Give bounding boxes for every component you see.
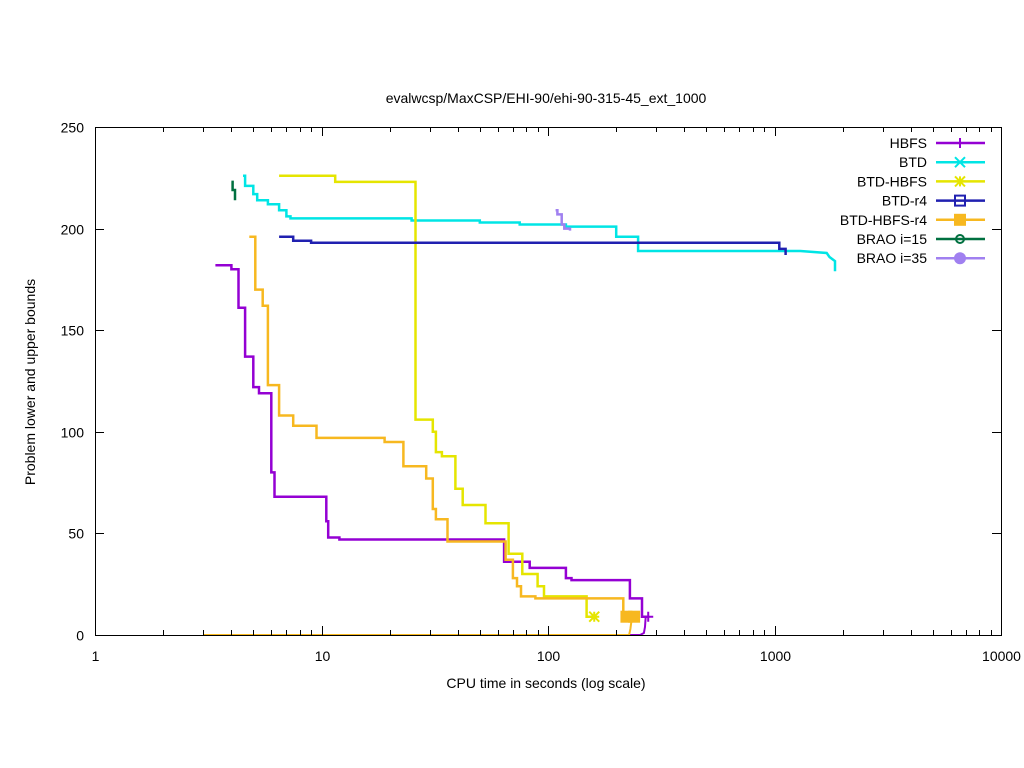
y-tick-label: 250	[61, 120, 85, 136]
chart-title: evalwcsp/MaxCSP/EHI-90/ehi-90-315-45_ext…	[386, 90, 707, 106]
series-btd-r4	[279, 235, 787, 255]
x-tick-label: 1	[92, 648, 100, 664]
legend-marker-btd	[954, 156, 966, 168]
plot-frame	[95, 127, 1002, 636]
legend-label-brao-i-15: BRAO i=15	[857, 231, 928, 247]
y-tick-label: 200	[61, 222, 85, 238]
series-btd-hbfs	[279, 174, 600, 623]
plot-area	[203, 174, 837, 636]
series-hbfs-marker	[643, 611, 654, 622]
y-axis-label: Problem lower and upper bounds	[22, 279, 38, 485]
x-tick-label: 10000	[982, 648, 1021, 664]
series-btd-hbfs-r4-lower-bound	[203, 616, 633, 636]
legend-label-btd: BTD	[899, 154, 927, 170]
legend: HBFS BTD BTD-HBFS BTD-r4 BTD-HBFS-r4 BRAO i=1…	[840, 135, 985, 266]
x-tick-label: 1000	[760, 648, 791, 664]
series-hbfs	[203, 263, 654, 636]
series-btd-hbfs-marker	[588, 611, 600, 623]
x-tick-label: 100	[537, 648, 561, 664]
series-btd	[243, 174, 837, 272]
legend-marker-hbfs	[955, 138, 965, 148]
legend-label-btd-hbfs: BTD-HBFS	[857, 173, 927, 189]
legend-label-brao-i-35: BRAO i=35	[857, 250, 928, 266]
series-hbfs-upper-bound	[215, 263, 650, 618]
legend-label-btd-hbfs-r4: BTD-HBFS-r4	[840, 212, 927, 228]
series-brao-i-15	[231, 180, 237, 201]
legend-label-hbfs: HBFS	[890, 135, 927, 151]
legend-marker-brao-i-15	[955, 234, 965, 244]
x-tick-label: 10	[315, 648, 331, 664]
series-brao-i-15-upper-bound	[231, 180, 237, 201]
y-tick-label: 50	[68, 526, 84, 542]
x-axis-label: CPU time in seconds (log scale)	[446, 675, 645, 691]
legend-label-btd-r4: BTD-r4	[882, 193, 927, 209]
y-tick-label: 0	[76, 628, 84, 644]
series-btd-upper-bound	[243, 174, 837, 272]
legend-marker-brao-i-35	[954, 252, 966, 265]
series-btd-hbfs-r4	[203, 235, 641, 636]
axis-ticks: 0 50 100 150 200 250 1 10 100 1000 10000	[61, 120, 1022, 665]
series-btd-hbfs-r4-marker	[628, 610, 641, 623]
series-btd-hbfs-r4-upper-bound	[249, 235, 635, 618]
legend-marker-btd-hbfs	[954, 175, 966, 188]
series-brao-i-35	[555, 209, 572, 231]
legend-marker-btd-hbfs-r4	[954, 213, 966, 226]
series-btd-hbfs-upper-bound	[279, 174, 595, 618]
y-tick-label: 100	[61, 425, 85, 441]
series-brao-i-35-upper-bound	[555, 209, 572, 231]
series-hbfs-lower-bound	[203, 616, 647, 636]
series-btd-r4-upper-bound	[279, 235, 787, 255]
y-tick-label: 150	[61, 323, 85, 339]
legend-marker-btd-r4	[954, 194, 966, 207]
